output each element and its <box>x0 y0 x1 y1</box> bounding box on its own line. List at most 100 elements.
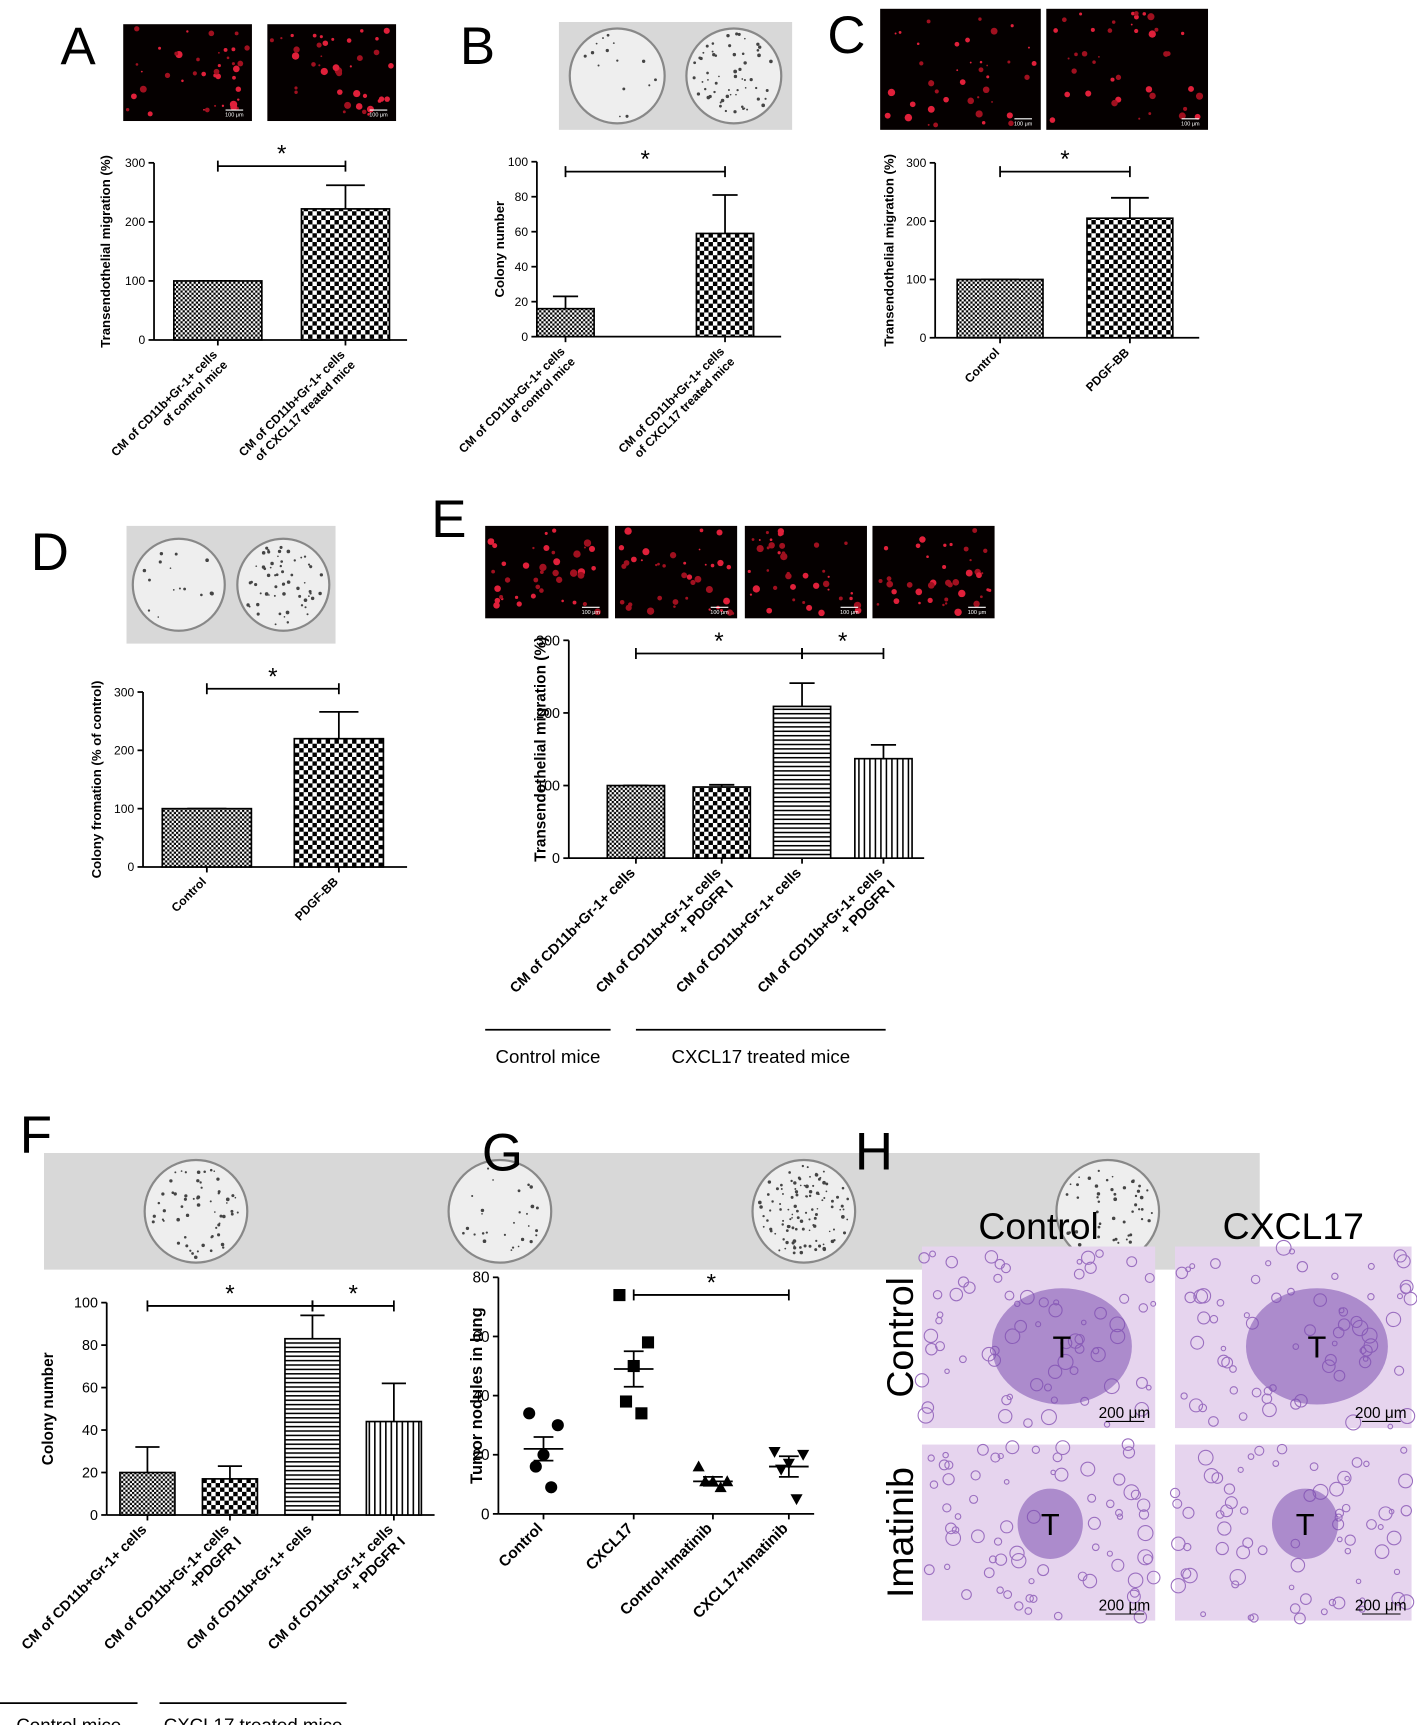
colony <box>726 95 729 98</box>
colony <box>1065 1193 1069 1196</box>
alveolus <box>1377 1524 1384 1531</box>
alveolus <box>1231 1580 1240 1589</box>
cell-spot <box>717 559 724 567</box>
cell-spot <box>956 69 959 72</box>
alveolus <box>929 1250 937 1258</box>
cell-spot <box>928 80 935 87</box>
alveolus <box>990 1452 1001 1463</box>
cell-spot <box>876 603 880 606</box>
y-tick-label: 60 <box>82 1381 98 1397</box>
colony <box>254 582 258 587</box>
cell-spot <box>981 121 986 125</box>
cell-spot <box>723 597 730 605</box>
cell-spot <box>909 101 916 108</box>
cell-spot <box>765 530 769 535</box>
colony <box>255 565 258 567</box>
colony <box>782 1238 785 1241</box>
colony <box>180 1205 184 1208</box>
colony <box>180 1170 183 1172</box>
colony <box>1125 1238 1128 1241</box>
colony <box>796 1216 800 1220</box>
alveolus <box>1193 1289 1209 1304</box>
colony <box>756 42 760 46</box>
alveolus <box>1136 1498 1151 1512</box>
colony <box>1132 1179 1135 1182</box>
cell-spot <box>1074 52 1078 57</box>
cell-spot <box>623 560 630 566</box>
colony <box>808 1189 813 1194</box>
colony <box>702 51 705 54</box>
alveolus <box>945 1522 957 1535</box>
alveolus <box>943 1563 951 1571</box>
significance-label: * <box>714 628 724 655</box>
cell-spot <box>926 555 929 559</box>
cell-spot <box>544 531 548 535</box>
y-tick-label: 20 <box>82 1466 98 1482</box>
cell-spot <box>978 67 984 73</box>
cell-spot <box>927 581 935 589</box>
colony <box>270 561 274 566</box>
alveolus <box>1113 1473 1126 1486</box>
alveolus <box>1288 1584 1295 1591</box>
colony <box>743 78 746 82</box>
alveolus <box>1329 1481 1344 1497</box>
colony <box>268 594 270 596</box>
colony <box>758 1200 762 1205</box>
colony <box>795 1193 799 1197</box>
alveolus <box>1029 1594 1038 1603</box>
colony <box>817 1177 821 1181</box>
cell-spot <box>708 608 711 611</box>
cell-spot <box>1188 86 1194 92</box>
colony <box>788 1171 791 1174</box>
data-point <box>545 1481 558 1494</box>
cell-spot <box>934 89 939 94</box>
cell-spot <box>583 539 592 547</box>
tumor-region <box>1245 1288 1388 1405</box>
y-tick-label: 0 <box>481 1506 490 1523</box>
alveolus <box>1145 1384 1152 1391</box>
colony <box>798 1177 802 1181</box>
colony <box>769 59 773 64</box>
colony <box>793 1246 797 1250</box>
cell-spot <box>983 548 988 553</box>
colony <box>720 98 725 103</box>
cell-spot <box>192 71 197 76</box>
colony <box>692 76 696 80</box>
colony <box>744 37 746 40</box>
colony <box>169 567 172 569</box>
y-tick-label: 60 <box>515 225 529 239</box>
bar <box>161 807 253 868</box>
cell-spot <box>196 57 200 62</box>
colony <box>799 1246 802 1249</box>
alveolus <box>1331 1272 1339 1281</box>
colony <box>619 115 621 118</box>
colony <box>1077 1242 1082 1247</box>
alveolus <box>1288 1248 1296 1255</box>
alveolus <box>1031 1445 1041 1454</box>
y-tick-label: 100 <box>74 1296 98 1312</box>
colony <box>836 1195 840 1199</box>
cell-spot <box>657 595 663 601</box>
cell-spot <box>927 123 930 126</box>
cell-spot <box>1111 99 1118 107</box>
colony <box>300 556 303 559</box>
cell-spot <box>990 27 998 35</box>
cell-spot <box>672 599 679 605</box>
cell-spot <box>942 564 947 570</box>
colony <box>769 1227 773 1231</box>
bar <box>606 784 666 859</box>
colony <box>707 78 709 81</box>
alveolus <box>1341 1503 1351 1513</box>
cell-spot <box>720 609 723 612</box>
y-tick-label: 20 <box>515 295 529 309</box>
colony <box>1134 1194 1138 1198</box>
cell-spot <box>514 595 519 599</box>
colony <box>583 54 587 58</box>
significance-label: * <box>268 663 278 690</box>
cell-spot <box>319 35 323 39</box>
colony <box>801 1227 805 1231</box>
cell-spot <box>337 89 343 95</box>
colony <box>286 580 291 584</box>
x-tick-label-line: CM of CD11b+Gr-1+ cells <box>236 347 348 459</box>
colony <box>535 1234 538 1237</box>
